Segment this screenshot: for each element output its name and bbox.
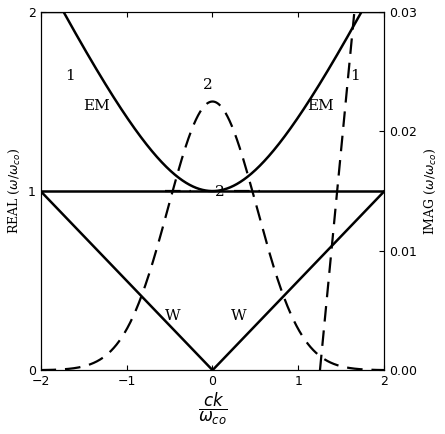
Text: W: W [231,309,247,323]
Text: 1: 1 [65,69,74,83]
Text: 2: 2 [214,185,224,200]
Y-axis label: IMAG ($\omega/\omega_{co}$): IMAG ($\omega/\omega_{co}$) [423,148,438,235]
Text: 1: 1 [350,69,360,83]
Text: 2: 2 [203,78,213,92]
Text: EM: EM [307,99,334,113]
Text: W: W [165,309,181,323]
Y-axis label: REAL ($\omega/\omega_{co}$): REAL ($\omega/\omega_{co}$) [7,148,22,234]
Text: EM: EM [84,99,110,113]
X-axis label: $\dfrac{ck}{\omega_{co}}$: $\dfrac{ck}{\omega_{co}}$ [198,391,227,427]
